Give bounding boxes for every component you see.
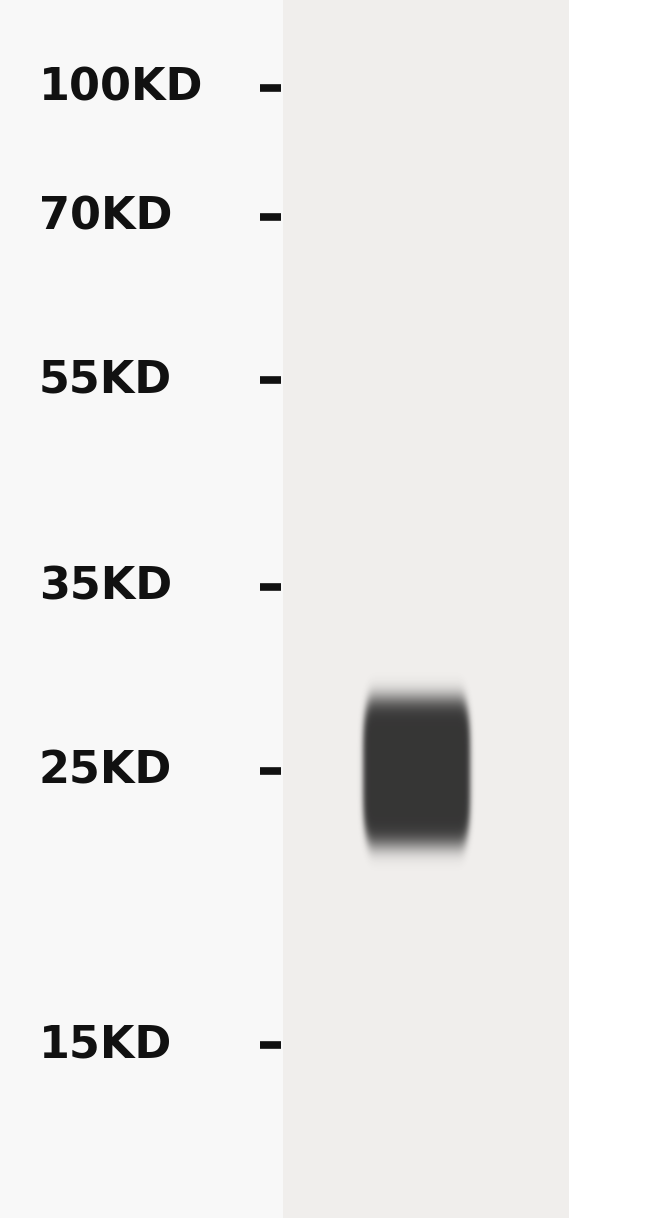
- Text: 25KD: 25KD: [39, 749, 172, 793]
- Text: 100KD: 100KD: [39, 66, 203, 110]
- Text: 70KD: 70KD: [39, 195, 172, 239]
- Text: 55KD: 55KD: [39, 358, 172, 402]
- Bar: [283, 0, 569, 1218]
- Bar: [0, 0, 283, 1218]
- Text: 35KD: 35KD: [39, 565, 172, 609]
- Text: 15KD: 15KD: [39, 1023, 172, 1067]
